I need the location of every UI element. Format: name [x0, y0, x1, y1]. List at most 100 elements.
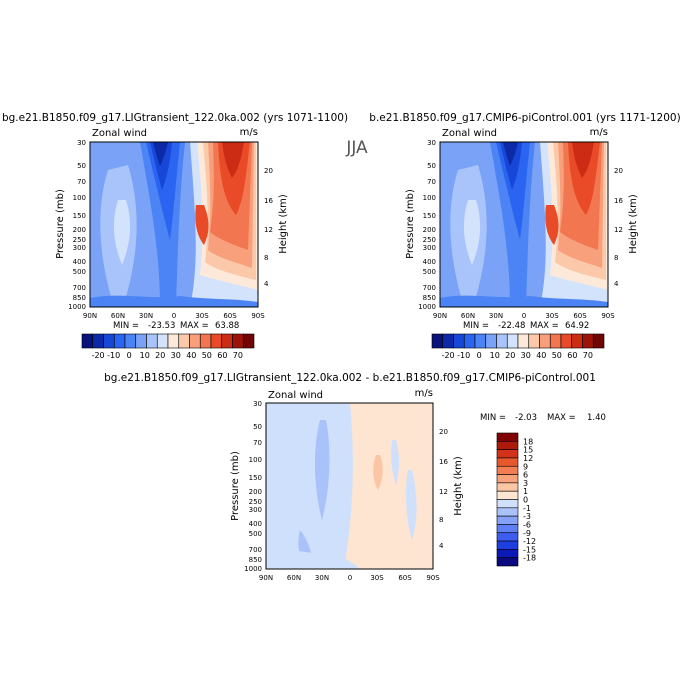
colorbar-label: 6 — [523, 471, 528, 480]
panel-3-ytick-50: 50 — [253, 423, 262, 431]
colorbar-swatch — [178, 333, 190, 349]
colorbar-swatch — [232, 333, 244, 349]
colorbar-label: 30 — [171, 351, 181, 360]
panel-3-y2tick-8: 8 — [439, 516, 443, 524]
panel-1-ytick-200: 200 — [73, 226, 86, 234]
panel-3-max-label: MAX = — [547, 413, 579, 423]
panel-1-y2label: Height (km) — [278, 194, 289, 254]
panel-2-min-label: MIN = — [463, 321, 492, 331]
panel-2-y2tick-4: 4 — [614, 280, 619, 288]
colorbar-label: -3 — [523, 512, 531, 521]
colorbar-swatch — [506, 333, 519, 349]
panel-1: bg.e21.B1850.f09_g17.LIGtransient_122.0k… — [2, 112, 348, 360]
panel-1-y2-ticks: 20 16 12 8 4 — [264, 167, 273, 288]
panel-2-xtick-60n: 60N — [461, 312, 475, 320]
panel-2-xtick-0: 0 — [522, 312, 526, 320]
colorbar-label: -20 — [92, 351, 105, 360]
colorbar-swatch — [146, 333, 158, 349]
colorbar-label: 10 — [490, 351, 500, 360]
panel-3-max-value: 1.40 — [587, 413, 606, 423]
colorbar-label: 12 — [523, 454, 533, 463]
panel-2-plot — [439, 141, 609, 308]
colorbar-swatch — [517, 333, 530, 349]
colorbar-swatch — [496, 333, 508, 349]
panel-2-xtick-90s: 90S — [601, 312, 615, 320]
panel-2-ytick-30: 30 — [427, 139, 436, 147]
colorbar-swatch — [124, 333, 137, 349]
panel-2-ylabel: Pressure (mb) — [405, 189, 416, 259]
colorbar-swatch — [496, 441, 519, 450]
colorbar-label: -10 — [107, 351, 120, 360]
panel-1-y-ticks: 30 50 70 100 150 200 250 300 400 500 700… — [68, 139, 86, 311]
colorbar-label: 50 — [552, 351, 562, 360]
panel-2-ytick-300: 300 — [423, 244, 436, 252]
panel-1-xtick-30s: 30S — [195, 312, 209, 320]
panel-2-xtick-90n: 90N — [433, 312, 447, 320]
colorbar-swatch — [496, 499, 519, 509]
panel-3-y2tick-4: 4 — [439, 542, 444, 550]
panel-2-max-value: 64.92 — [565, 321, 589, 331]
season-title: JJA — [345, 138, 368, 158]
colorbar-label: -6 — [523, 520, 531, 529]
panel-1-ytick-70: 70 — [77, 178, 86, 186]
colorbar-swatch — [210, 333, 223, 349]
panel-1-max-label: MAX = — [180, 321, 212, 331]
colorbar-swatch — [496, 515, 519, 525]
panel-2-ytick-100: 100 — [423, 194, 436, 202]
colorbar-label: 0 — [523, 496, 528, 505]
panel-3-ytick-150: 150 — [249, 474, 262, 482]
colorbar-swatch — [156, 333, 169, 349]
panel-3-xtick-60s: 60S — [398, 574, 412, 582]
panel-1-ytick-30: 30 — [77, 139, 86, 147]
panel-2-max-label: MAX = — [530, 321, 562, 331]
panel-1-units: m/s — [240, 127, 258, 138]
colorbar-label: 3 — [523, 479, 528, 488]
colorbar-label: 70 — [233, 351, 243, 360]
colorbar-label: 20 — [505, 351, 515, 360]
colorbar-label: 9 — [523, 462, 528, 471]
panel-3-xtick-90n: 90N — [259, 574, 273, 582]
colorbar-label: 0 — [477, 351, 482, 360]
colorbar-swatch — [496, 432, 519, 442]
panel-3-title: bg.e21.B1850.f09_g17.LIGtransient_122.0k… — [104, 372, 596, 384]
panel-3-ytick-200: 200 — [249, 488, 262, 496]
colorbar-swatch — [496, 507, 519, 517]
colorbar-swatch — [539, 333, 551, 349]
colorbar-label: 60 — [217, 351, 227, 360]
panel-3-xtick-30s: 30S — [370, 574, 384, 582]
colorbar-swatch — [199, 333, 212, 349]
panel-1-ytick-50: 50 — [77, 162, 86, 170]
panel-1-ytick-250: 250 — [73, 236, 86, 244]
colorbar-swatch — [242, 333, 255, 349]
panel-1-min-label: MIN = — [113, 321, 142, 331]
panel-3-ytick-100: 100 — [249, 456, 262, 464]
panel-3-y2label: Height (km) — [453, 456, 464, 516]
colorbar-swatch — [442, 333, 454, 349]
colorbar-swatch — [453, 333, 465, 349]
panel-1-ytick-850: 850 — [73, 294, 86, 302]
panel-3-y2tick-12: 12 — [439, 488, 448, 496]
colorbar-swatch — [221, 333, 233, 349]
panel-3-xtick-60n: 60N — [287, 574, 301, 582]
panel-1-xtick-0: 0 — [172, 312, 176, 320]
colorbar-label: 30 — [521, 351, 531, 360]
panel-3-plot — [265, 402, 434, 570]
colorbar-swatch — [571, 333, 583, 349]
panel-2-colorbar: -20 -10 0 10 20 30 40 50 60 70 — [431, 333, 605, 360]
panel-3-y2tick-20: 20 — [439, 428, 448, 436]
panel-3-min-value: -2.03 — [515, 413, 537, 423]
panel-2-ytick-50: 50 — [427, 162, 436, 170]
panel-1-ytick-1000: 1000 — [68, 303, 86, 311]
panel-2-xtick-30n: 30N — [489, 312, 503, 320]
colorbar-swatch — [582, 333, 594, 349]
panel-2-ytick-200: 200 — [423, 226, 436, 234]
panel-1-ytick-700: 700 — [73, 284, 86, 292]
colorbar-label: 50 — [202, 351, 212, 360]
colorbar-label: 18 — [523, 437, 533, 446]
panel-1-colorbar: -20 -10 0 10 20 30 40 50 60 70 — [81, 333, 255, 360]
panel-3-ytick-1000: 1000 — [244, 565, 262, 573]
panel-2-ytick-70: 70 — [427, 178, 436, 186]
colorbar-swatch — [135, 333, 147, 349]
panel-2-y2tick-16: 16 — [614, 197, 623, 205]
colorbar-label: -20 — [442, 351, 455, 360]
